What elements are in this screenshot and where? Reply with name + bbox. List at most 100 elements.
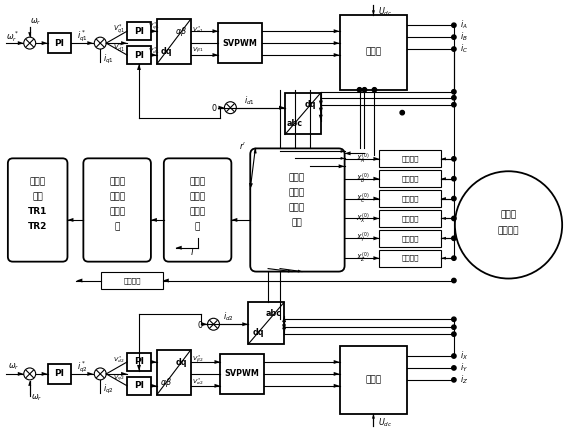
- Polygon shape: [212, 29, 219, 33]
- Circle shape: [94, 368, 106, 380]
- Text: 开路故: 开路故: [109, 193, 125, 202]
- Polygon shape: [374, 216, 379, 220]
- Polygon shape: [374, 236, 379, 240]
- Bar: [379, 170, 441, 187]
- Polygon shape: [28, 32, 31, 37]
- Polygon shape: [242, 322, 249, 326]
- Text: $i_{d2}$: $i_{d2}$: [223, 310, 234, 323]
- Polygon shape: [231, 218, 237, 222]
- Text: $V_{\alpha 2}^*$: $V_{\alpha 2}^*$: [192, 376, 203, 387]
- Bar: [127, 46, 151, 64]
- Circle shape: [372, 88, 377, 92]
- Text: 采样存储: 采样存储: [401, 255, 419, 261]
- Text: $0$: $0$: [197, 319, 204, 330]
- Text: 器: 器: [114, 222, 120, 232]
- Text: $i_B$: $i_B$: [460, 31, 468, 43]
- Polygon shape: [333, 29, 340, 33]
- Polygon shape: [339, 164, 344, 168]
- Text: $V_{d1}^*$: $V_{d1}^*$: [148, 46, 160, 57]
- Text: $V_{q2}$: $V_{q2}$: [114, 374, 125, 384]
- Bar: [48, 33, 71, 53]
- Polygon shape: [87, 41, 94, 45]
- Circle shape: [24, 37, 36, 49]
- Polygon shape: [254, 149, 257, 153]
- Text: dq: dq: [161, 48, 172, 57]
- Circle shape: [452, 89, 456, 94]
- Bar: [127, 377, 151, 395]
- Text: SVPWM: SVPWM: [225, 369, 260, 378]
- Text: $i_{q2}^*$: $i_{q2}^*$: [77, 359, 88, 375]
- Text: $i_{d1}$: $i_{d1}$: [244, 95, 255, 107]
- Circle shape: [452, 157, 456, 161]
- Text: 采样存储: 采样存储: [401, 175, 419, 182]
- Circle shape: [455, 171, 562, 279]
- Bar: [379, 150, 441, 167]
- Circle shape: [452, 366, 456, 370]
- Polygon shape: [441, 237, 446, 240]
- Text: PI: PI: [55, 38, 64, 48]
- Text: $\omega_r$: $\omega_r$: [8, 362, 20, 372]
- Text: 逆变器: 逆变器: [366, 375, 382, 384]
- Polygon shape: [441, 197, 446, 200]
- Bar: [249, 302, 284, 344]
- Circle shape: [452, 378, 456, 382]
- Circle shape: [452, 325, 456, 329]
- Polygon shape: [372, 10, 375, 15]
- Text: $i_X$: $i_X$: [460, 350, 468, 362]
- Circle shape: [452, 216, 456, 221]
- Text: PI: PI: [134, 27, 144, 36]
- Polygon shape: [333, 41, 340, 45]
- Text: $T$: $T$: [189, 246, 196, 257]
- Polygon shape: [374, 256, 379, 260]
- Circle shape: [208, 318, 219, 330]
- Polygon shape: [151, 53, 157, 57]
- Circle shape: [24, 368, 36, 380]
- Circle shape: [452, 256, 456, 260]
- Text: 障定位: 障定位: [189, 207, 205, 216]
- Text: $\alpha\beta$: $\alpha\beta$: [175, 25, 187, 38]
- Circle shape: [452, 278, 456, 283]
- Polygon shape: [28, 381, 31, 386]
- Text: $r'$: $r'$: [239, 140, 246, 151]
- Text: 采样存储: 采样存储: [401, 235, 419, 241]
- Polygon shape: [288, 270, 292, 273]
- Polygon shape: [219, 106, 224, 110]
- Text: 闸管: 闸管: [32, 193, 43, 202]
- Circle shape: [452, 236, 456, 241]
- Text: $X_X^{(0)}$: $X_X^{(0)}$: [356, 211, 370, 226]
- Polygon shape: [319, 101, 323, 107]
- Polygon shape: [215, 384, 220, 388]
- Polygon shape: [151, 29, 157, 33]
- Bar: [379, 190, 441, 207]
- Text: $V_{d1}^*$: $V_{d1}^*$: [113, 41, 125, 55]
- Text: 故障诊: 故障诊: [289, 203, 305, 213]
- Bar: [340, 346, 407, 413]
- Polygon shape: [319, 108, 323, 114]
- Polygon shape: [137, 365, 141, 371]
- Text: $i_Z$: $i_Z$: [460, 374, 468, 386]
- Text: $X_C^{(0)}$: $X_C^{(0)}$: [356, 191, 370, 206]
- Polygon shape: [333, 53, 340, 57]
- Text: $\omega_r$: $\omega_r$: [31, 393, 42, 403]
- Polygon shape: [374, 197, 379, 200]
- Text: $V_{q1}^*$: $V_{q1}^*$: [148, 21, 160, 33]
- Text: PI: PI: [134, 357, 144, 366]
- Text: 周期计算: 周期计算: [123, 277, 141, 284]
- Text: 永磁电机: 永磁电机: [498, 226, 519, 235]
- Circle shape: [452, 317, 456, 321]
- Polygon shape: [212, 53, 219, 57]
- Polygon shape: [340, 157, 344, 160]
- Text: 断器: 断器: [292, 219, 302, 227]
- Polygon shape: [441, 157, 446, 160]
- Polygon shape: [282, 323, 286, 329]
- Bar: [127, 22, 151, 40]
- Text: $U_{dc}$: $U_{dc}$: [378, 416, 393, 429]
- Text: dq: dq: [253, 328, 264, 337]
- Polygon shape: [249, 183, 253, 189]
- Bar: [157, 19, 191, 64]
- Circle shape: [362, 88, 367, 92]
- Polygon shape: [201, 322, 208, 326]
- Text: $0$: $0$: [211, 102, 218, 113]
- FancyBboxPatch shape: [250, 149, 344, 272]
- Text: $U_{dc}$: $U_{dc}$: [378, 5, 393, 18]
